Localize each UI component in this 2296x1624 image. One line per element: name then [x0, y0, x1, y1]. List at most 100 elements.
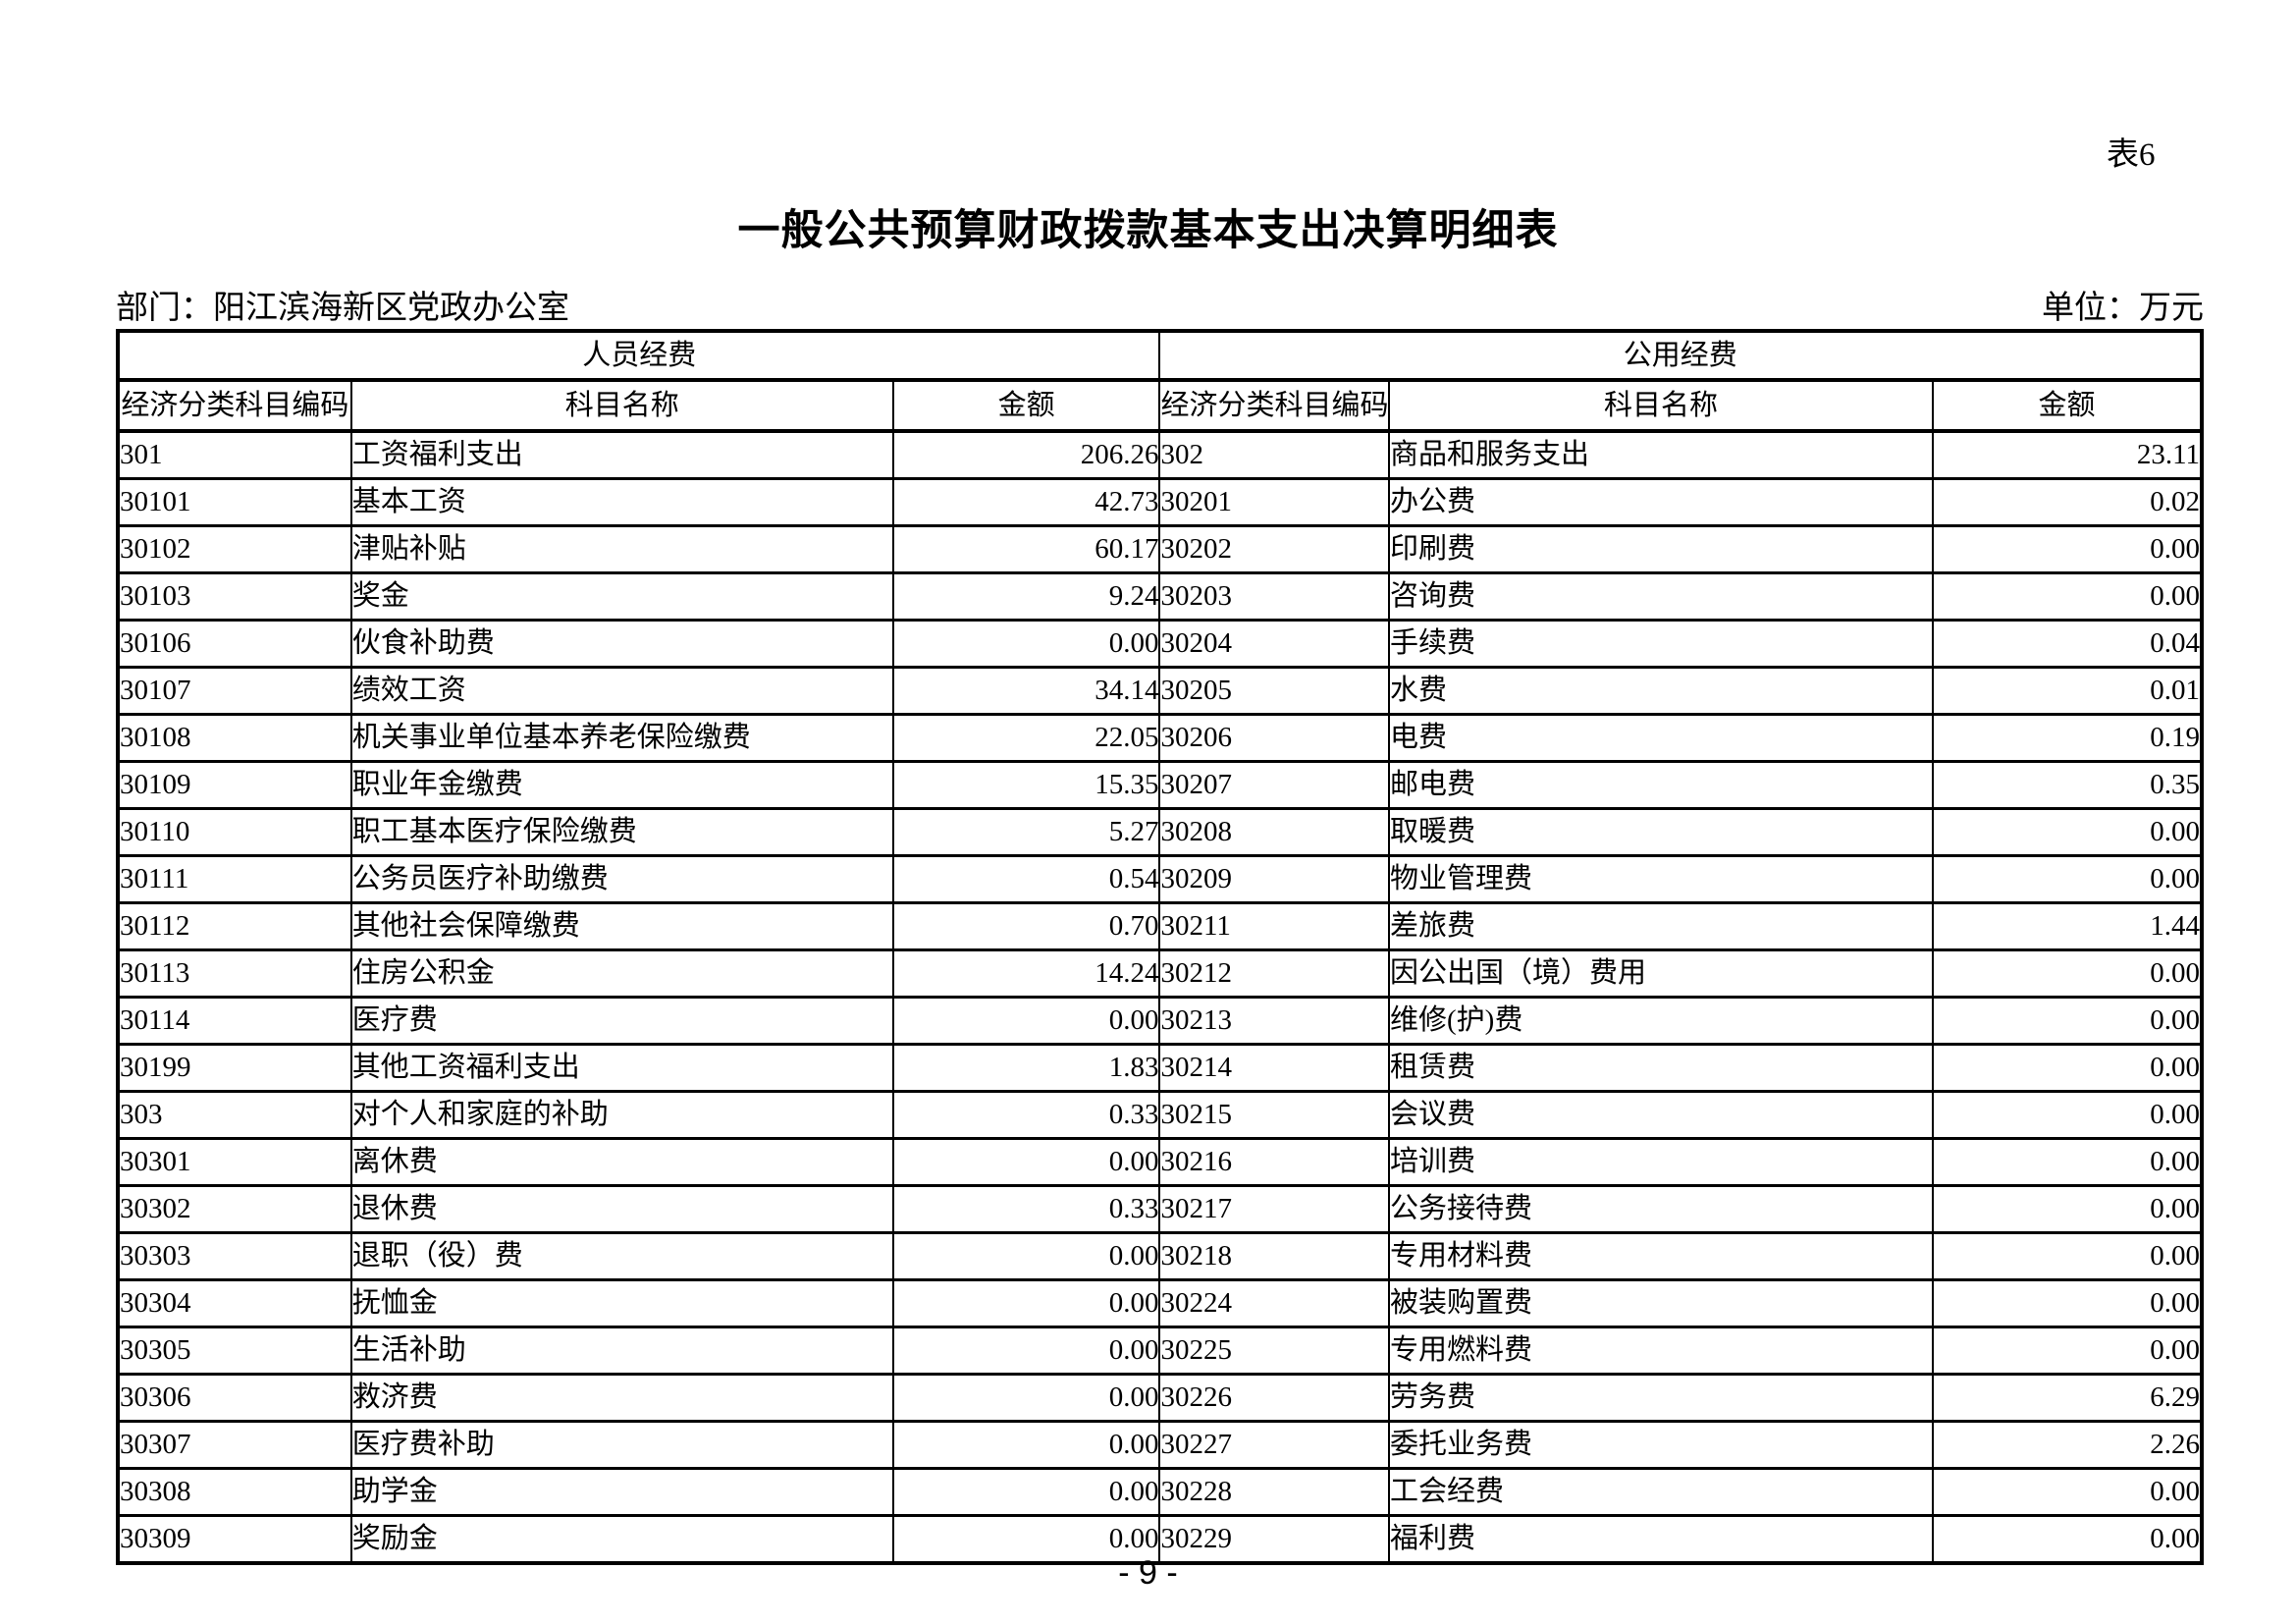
right-code-cell: 30226	[1158, 1373, 1390, 1423]
left-amount-cell: 42.73	[891, 477, 1161, 527]
right-name-cell: 专用材料费	[1387, 1231, 1935, 1281]
left-amount-cell: 0.00	[891, 1137, 1161, 1187]
left-name-cell: 奖励金	[349, 1514, 894, 1565]
left-name-cell: 抚恤金	[349, 1278, 894, 1328]
left-amount-cell: 0.70	[891, 901, 1161, 951]
col-header-right-amount: 金额	[1932, 378, 2203, 433]
left-amount-cell: 0.00	[891, 1231, 1161, 1281]
col-header-right-code: 经济分类科目编码	[1158, 378, 1390, 433]
right-name-cell: 福利费	[1387, 1514, 1935, 1565]
left-name-cell: 工资福利支出	[349, 429, 894, 480]
right-amount-cell: 0.00	[1932, 807, 2203, 857]
left-code-cell: 30101	[117, 477, 352, 527]
table-row: 30303 退职（役）费 0.00 30218 专用材料费 0.00	[117, 1231, 2203, 1281]
left-code-cell: 30102	[117, 524, 352, 574]
table-row: 30301 离休费 0.00 30216 培训费 0.00	[117, 1137, 2203, 1187]
right-name-cell: 会议费	[1387, 1090, 1935, 1140]
column-header-row: 经济分类科目编码 科目名称 金额 经济分类科目编码 科目名称 金额	[117, 378, 2203, 433]
right-amount-cell: 0.00	[1932, 1326, 2203, 1376]
department-label: 部门：阳江滨海新区党政办公室	[116, 291, 569, 326]
left-amount-cell: 0.33	[891, 1184, 1161, 1234]
right-code-cell: 30211	[1158, 901, 1390, 951]
right-amount-cell: 0.00	[1932, 1514, 2203, 1565]
table-row: 30108 机关事业单位基本养老保险缴费 22.05 30206 电费 0.19	[117, 713, 2203, 763]
right-amount-cell: 0.00	[1932, 524, 2203, 574]
table-row: 30304 抚恤金 0.00 30224 被装购置费 0.00	[117, 1278, 2203, 1328]
right-amount-cell: 0.04	[1932, 619, 2203, 669]
left-amount-cell: 14.24	[891, 948, 1161, 999]
right-code-cell: 30207	[1158, 760, 1390, 810]
left-code-cell: 30308	[117, 1467, 352, 1517]
left-amount-cell: 15.35	[891, 760, 1161, 810]
left-name-cell: 机关事业单位基本养老保险缴费	[349, 713, 894, 763]
right-amount-cell: 6.29	[1932, 1373, 2203, 1423]
table-row: 30103 奖金 9.24 30203 咨询费 0.00	[117, 571, 2203, 622]
right-code-cell: 30213	[1158, 996, 1390, 1046]
left-code-cell: 30107	[117, 666, 352, 716]
col-header-left-amount: 金额	[891, 378, 1161, 433]
right-amount-cell: 0.00	[1932, 854, 2203, 904]
left-amount-cell: 0.00	[891, 1467, 1161, 1517]
table-row: 30308 助学金 0.00 30228 工会经费 0.00	[117, 1467, 2203, 1517]
group-header-personnel-funds: 人员经费	[116, 329, 1161, 382]
basic-expenditure-table: 人员经费 公用经费 经济分类科目编码 科目名称 金额 经济分类科目编码 科目名称…	[116, 329, 2204, 1565]
left-code-cell: 30199	[117, 1043, 352, 1093]
left-name-cell: 助学金	[349, 1467, 894, 1517]
right-name-cell: 因公出国（境）费用	[1387, 948, 1935, 999]
right-code-cell: 30215	[1158, 1090, 1390, 1140]
right-amount-cell: 0.00	[1932, 1137, 2203, 1187]
left-code-cell: 30112	[117, 901, 352, 951]
table-row: 30107 绩效工资 34.14 30205 水费 0.01	[117, 666, 2203, 716]
col-header-left-code: 经济分类科目编码	[117, 378, 352, 433]
left-name-cell: 退休费	[349, 1184, 894, 1234]
right-amount-cell: 0.02	[1932, 477, 2203, 527]
left-amount-cell: 0.00	[891, 619, 1161, 669]
right-amount-cell: 0.19	[1932, 713, 2203, 763]
right-code-cell: 30201	[1158, 477, 1390, 527]
left-code-cell: 30114	[117, 996, 352, 1046]
col-header-left-name: 科目名称	[349, 378, 894, 433]
left-name-cell: 奖金	[349, 571, 894, 622]
right-code-cell: 30212	[1158, 948, 1390, 999]
right-name-cell: 电费	[1387, 713, 1935, 763]
left-amount-cell: 0.00	[891, 1373, 1161, 1423]
table-row: 303 对个人和家庭的补助 0.33 30215 会议费 0.00	[117, 1090, 2203, 1140]
right-code-cell: 30214	[1158, 1043, 1390, 1093]
left-code-cell: 30307	[117, 1420, 352, 1470]
right-name-cell: 水费	[1387, 666, 1935, 716]
left-amount-cell: 1.83	[891, 1043, 1161, 1093]
table-row: 301 工资福利支出 206.26 302 商品和服务支出 23.11	[117, 429, 2203, 480]
right-name-cell: 咨询费	[1387, 571, 1935, 622]
right-code-cell: 30209	[1158, 854, 1390, 904]
left-amount-cell: 0.00	[891, 1278, 1161, 1328]
table-row: 30109 职业年金缴费 15.35 30207 邮电费 0.35	[117, 760, 2203, 810]
left-amount-cell: 0.00	[891, 1514, 1161, 1565]
left-code-cell: 30111	[117, 854, 352, 904]
left-name-cell: 职工基本医疗保险缴费	[349, 807, 894, 857]
left-amount-cell: 0.33	[891, 1090, 1161, 1140]
left-name-cell: 离休费	[349, 1137, 894, 1187]
right-amount-cell: 1.44	[1932, 901, 2203, 951]
right-amount-cell: 0.00	[1932, 1184, 2203, 1234]
right-name-cell: 公务接待费	[1387, 1184, 1935, 1234]
right-name-cell: 培训费	[1387, 1137, 1935, 1187]
right-name-cell: 专用燃料费	[1387, 1326, 1935, 1376]
group-header-public-funds: 公用经费	[1158, 329, 2203, 382]
right-code-cell: 30204	[1158, 619, 1390, 669]
right-amount-cell: 2.26	[1932, 1420, 2203, 1470]
table-row: 30114 医疗费 0.00 30213 维修(护)费 0.00	[117, 996, 2203, 1046]
right-amount-cell: 0.00	[1932, 948, 2203, 999]
right-amount-cell: 0.35	[1932, 760, 2203, 810]
right-code-cell: 30206	[1158, 713, 1390, 763]
table-row: 30113 住房公积金 14.24 30212 因公出国（境）费用 0.00	[117, 948, 2203, 999]
right-code-cell: 30208	[1158, 807, 1390, 857]
left-code-cell: 30304	[117, 1278, 352, 1328]
left-amount-cell: 206.26	[891, 429, 1161, 480]
left-amount-cell: 22.05	[891, 713, 1161, 763]
right-code-cell: 302	[1158, 429, 1390, 480]
right-code-cell: 30217	[1158, 1184, 1390, 1234]
table-row: 30110 职工基本医疗保险缴费 5.27 30208 取暖费 0.00	[117, 807, 2203, 857]
left-name-cell: 职业年金缴费	[349, 760, 894, 810]
right-amount-cell: 0.00	[1932, 1043, 2203, 1093]
